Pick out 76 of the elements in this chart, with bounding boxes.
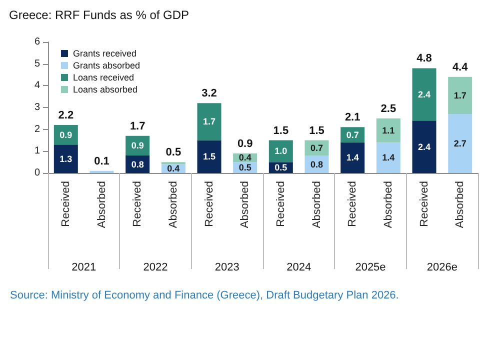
bar xyxy=(54,144,78,173)
x-tick-label: Received xyxy=(418,181,430,227)
data-label: 0.8 xyxy=(131,159,144,170)
total-label: 3.2 xyxy=(202,88,217,100)
y-tick-label: 1 xyxy=(34,146,40,157)
legend-label: Loans absorbed xyxy=(73,84,138,94)
data-label: 0.7 xyxy=(346,130,359,140)
data-label: 0.7 xyxy=(310,142,324,153)
total-label: 1.5 xyxy=(273,124,289,137)
bar xyxy=(340,127,365,142)
x-tick-label: Received xyxy=(346,181,359,227)
data-label: 2.4 xyxy=(418,89,431,100)
data-label: 1.3 xyxy=(60,154,72,164)
data-label: 0.9 xyxy=(131,140,144,151)
total-label: 4.4 xyxy=(452,61,469,74)
data-label: 1.0 xyxy=(274,146,288,156)
text: 2025e xyxy=(355,262,386,274)
data-label: 1.7 xyxy=(454,90,466,100)
text: 2022 xyxy=(143,262,168,274)
y-tick-label: 3 xyxy=(34,102,40,113)
bar xyxy=(448,114,472,173)
x-tick-label: Received xyxy=(60,181,72,227)
bar xyxy=(376,118,400,142)
text: 2024 xyxy=(286,262,312,274)
y-tick-label: 6 xyxy=(34,36,40,48)
total-label: 4.8 xyxy=(416,52,432,65)
total-label: 0.5 xyxy=(166,146,182,159)
data-label: 1.5 xyxy=(202,152,216,162)
legend-label: Loans received xyxy=(73,72,134,82)
y-tick-label: 4 xyxy=(34,80,40,92)
data-label: 1.4 xyxy=(382,152,395,163)
total-label: 0.9 xyxy=(237,138,253,150)
x-tick-label: Absorbed xyxy=(454,181,466,228)
x-tick-label: Received xyxy=(274,181,287,227)
data-label: 1.4 xyxy=(346,152,359,163)
y-tick-label: 5 xyxy=(34,58,40,70)
total-label: 0.1 xyxy=(94,155,110,168)
y-tick-label: 0 xyxy=(34,168,40,178)
bar xyxy=(268,140,293,162)
bar xyxy=(412,68,436,121)
data-label: 1.7 xyxy=(202,116,216,127)
legend-label: Grants absorbed xyxy=(73,60,140,70)
bar xyxy=(376,142,400,173)
bar xyxy=(340,142,365,173)
total-label: 1.7 xyxy=(130,120,146,132)
data-label: 0.8 xyxy=(310,159,324,170)
bar xyxy=(412,120,436,173)
x-tick-label: Absorbed xyxy=(167,181,180,228)
data-label: 2.4 xyxy=(418,142,431,152)
data-label: 0.5 xyxy=(274,162,288,173)
legend-label: Grants received xyxy=(73,48,137,58)
x-tick-label: Absorbed xyxy=(96,181,108,228)
x-tick-label: Absorbed xyxy=(310,181,323,228)
x-tick-label: Received xyxy=(132,181,144,227)
text: 2021 xyxy=(72,262,96,274)
chart-title: Greece: RRF Funds as % of GDP xyxy=(9,8,190,22)
bar xyxy=(448,76,472,114)
total-label: 2.2 xyxy=(58,109,74,122)
y-tick-label: 2 xyxy=(34,124,40,135)
data-label: 0.9 xyxy=(60,130,72,140)
x-tick-label: Received xyxy=(203,181,216,227)
data-label: 0.5 xyxy=(238,162,252,173)
total-label: 2.1 xyxy=(344,112,360,124)
text: 2023 xyxy=(214,262,240,274)
bar xyxy=(197,103,222,140)
x-tick-label: Absorbed xyxy=(382,181,394,228)
data-label: 0.4 xyxy=(238,152,252,163)
total-label: 1.5 xyxy=(309,124,324,137)
bar xyxy=(197,140,222,173)
data-label: 1.1 xyxy=(382,125,395,136)
total-label: 2.5 xyxy=(380,102,396,115)
x-tick-label: Absorbed xyxy=(239,181,252,228)
text: 2026e xyxy=(426,262,458,274)
source-note: Source: Ministry of Economy and Finance (Greece), Draft Budgetary Plan 2026. xyxy=(10,290,399,302)
data-label: 2.7 xyxy=(454,138,466,149)
data-label: 0.4 xyxy=(167,164,180,174)
